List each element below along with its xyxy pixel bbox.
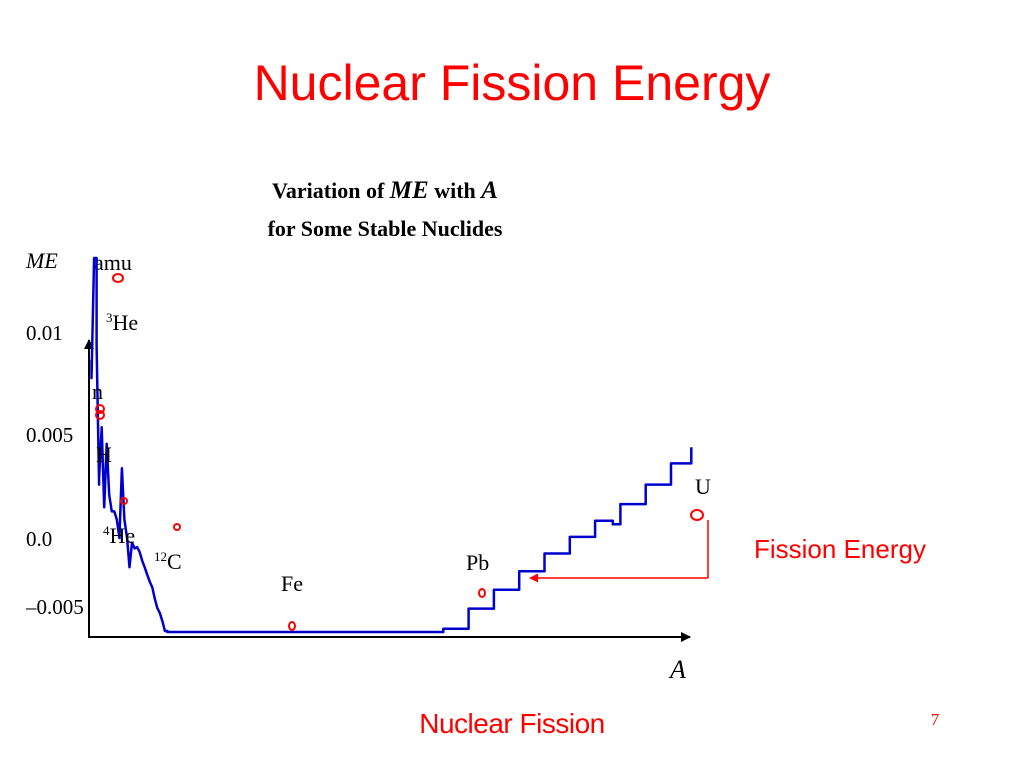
chart-title: Variation of ME with A for Some Stable N… (160, 172, 610, 248)
y-tick-label-0-005: 0.005 (26, 423, 73, 447)
marker-fe (288, 621, 296, 631)
marker-he3 (112, 273, 124, 283)
chart-title-line-2: for Some Stable Nuclides (267, 216, 503, 241)
label-he3: 3He (106, 310, 138, 335)
y-tick-label-0-01: 0.01 (26, 321, 63, 345)
label-he3-symbol: He (113, 310, 139, 335)
label-he4-sup: 4 (103, 523, 110, 538)
label-u: U (695, 474, 711, 499)
marker-n (95, 404, 105, 414)
label-c12-sup: 12 (154, 549, 167, 564)
chart-title-line-1: Variation of ME with A (160, 172, 610, 210)
page-number: 7 (930, 710, 940, 729)
chart-title-me: ME (389, 177, 429, 204)
label-c12: 12C (154, 549, 182, 574)
label-h: H (96, 442, 112, 467)
marker-u (690, 509, 704, 521)
chart-title-mid: with (428, 178, 482, 203)
label-he4-symbol: He (110, 523, 136, 548)
marker-pb (478, 588, 486, 598)
slide-title: Nuclear Fission Energy (253, 55, 771, 111)
label-pb: Pb (466, 550, 489, 575)
series-line-me (90, 256, 693, 634)
chart-title-a: A (481, 177, 498, 204)
label-fe: Fe (281, 571, 303, 596)
y-axis-unit: amu (94, 250, 132, 275)
marker-c12 (173, 523, 181, 531)
marker-h (95, 410, 105, 420)
y-axis-label: ME (25, 248, 58, 273)
label-he3-sup: 3 (106, 310, 113, 325)
label-c12-symbol: C (167, 549, 182, 574)
y-tick-label-neg-0-005: –0.005 (25, 595, 84, 619)
label-n: n (92, 379, 103, 404)
x-axis-label: A (668, 655, 686, 684)
label-he4: 4He (103, 523, 135, 548)
fission-energy-label: Fission Energy (754, 534, 926, 564)
chart-title-prefix: Variation of (272, 178, 390, 203)
marker-he4 (120, 497, 128, 505)
footer-title: Nuclear Fission (419, 708, 605, 739)
y-tick-label-0-0: 0.0 (26, 527, 52, 551)
